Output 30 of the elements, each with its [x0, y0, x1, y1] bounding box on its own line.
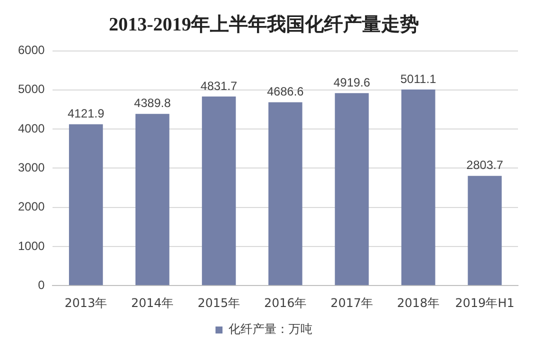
bar	[401, 90, 436, 286]
y-tick-label: 3000	[18, 160, 46, 175]
y-tick-label: 5000	[18, 82, 46, 96]
chart-title: 2013-2019年上半年我国化纤产量走势	[108, 13, 420, 36]
bar	[334, 93, 369, 286]
y-tick-label: 4000	[18, 121, 46, 136]
y-tick-label: 2000	[18, 200, 46, 214]
bar	[202, 96, 236, 286]
data-label: 4686.6	[266, 84, 304, 99]
bar	[68, 124, 103, 286]
data-label: 4919.6	[333, 75, 370, 90]
data-label: 5011.1	[400, 72, 437, 86]
x-tick-label: 2017年	[330, 296, 374, 310]
legend-label: 化纤产量：万吨	[228, 322, 312, 336]
x-tick-label: 2014年	[131, 296, 174, 310]
x-tick-label: 2018年	[397, 296, 440, 310]
data-label: 4121.9	[68, 106, 105, 121]
bar	[268, 102, 302, 286]
x-tick-label: 2013年	[64, 296, 108, 310]
x-tick-label: 2016年	[264, 296, 307, 310]
data-label: 4389.8	[134, 96, 172, 110]
y-tick-label: 0	[38, 278, 46, 292]
data-label: 4831.7	[200, 78, 238, 93]
data-label: 2803.7	[466, 158, 504, 172]
bar	[135, 114, 170, 286]
y-tick-label: 1000	[18, 238, 46, 253]
x-tick-label: 2019年H1	[455, 296, 514, 310]
y-tick-label: 6000	[18, 43, 46, 58]
bar	[468, 176, 502, 286]
x-tick-label: 2015年	[198, 296, 240, 310]
